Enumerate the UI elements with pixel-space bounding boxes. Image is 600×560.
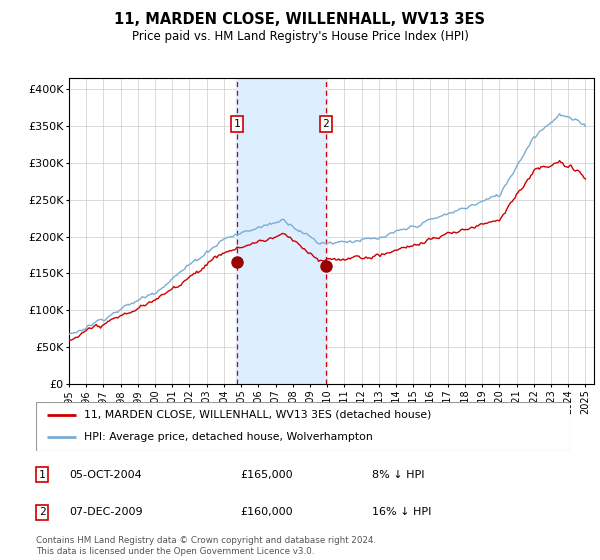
Text: 07-DEC-2009: 07-DEC-2009: [69, 507, 143, 517]
Text: 1: 1: [38, 470, 46, 480]
Text: 1: 1: [233, 119, 241, 129]
Text: Contains HM Land Registry data © Crown copyright and database right 2024.
This d: Contains HM Land Registry data © Crown c…: [36, 536, 376, 556]
Text: 16% ↓ HPI: 16% ↓ HPI: [372, 507, 431, 517]
Bar: [236, 78, 326, 384]
Text: 8% ↓ HPI: 8% ↓ HPI: [372, 470, 425, 480]
Text: 2: 2: [322, 119, 329, 129]
Text: £160,000: £160,000: [240, 507, 293, 517]
Text: HPI: Average price, detached house, Wolverhampton: HPI: Average price, detached house, Wolv…: [84, 432, 373, 442]
Text: 2: 2: [38, 507, 46, 517]
FancyBboxPatch shape: [36, 402, 570, 451]
Text: Price paid vs. HM Land Registry's House Price Index (HPI): Price paid vs. HM Land Registry's House …: [131, 30, 469, 43]
Text: 05-OCT-2004: 05-OCT-2004: [69, 470, 142, 480]
Text: 11, MARDEN CLOSE, WILLENHALL, WV13 3ES: 11, MARDEN CLOSE, WILLENHALL, WV13 3ES: [115, 12, 485, 27]
Text: £165,000: £165,000: [240, 470, 293, 480]
Text: 11, MARDEN CLOSE, WILLENHALL, WV13 3ES (detached house): 11, MARDEN CLOSE, WILLENHALL, WV13 3ES (…: [84, 410, 431, 420]
